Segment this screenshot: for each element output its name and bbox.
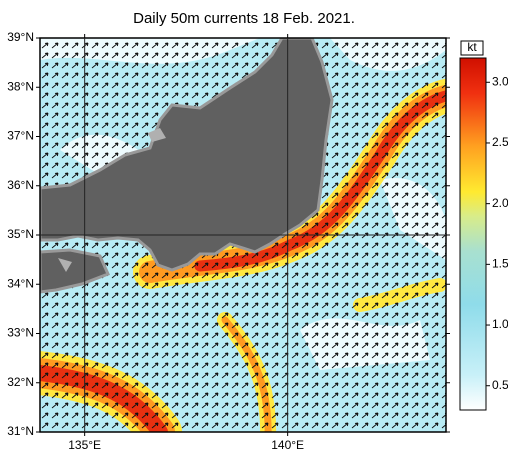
colorbar-tick-label: 1.0 (492, 317, 508, 331)
lat-tick-label: 36°N (7, 178, 34, 192)
map-body (40, 38, 446, 432)
colorbar-tick-label: 1.5 (492, 257, 508, 271)
map-title: Daily 50m currents 18 Feb. 2021. (133, 10, 355, 27)
lon-tick-label: 135°E (68, 438, 101, 452)
colorbar (459, 57, 487, 411)
colorbar-unit-box (460, 40, 484, 56)
land (40, 38, 334, 294)
colorbar-tick-label: 3.0 (492, 74, 508, 88)
lat-tick-label: 34°N (7, 276, 34, 290)
lat-tick-label: 33°N (7, 326, 34, 340)
lat-tick-label: 39°N (7, 30, 34, 44)
colorbar-unit: kt (467, 40, 477, 54)
lat-tick-label: 37°N (7, 129, 34, 143)
lat-tick-label: 32°N (7, 375, 34, 389)
colorbar-tick-label: 2.0 (492, 196, 508, 210)
colorbar-tick-label: 2.5 (492, 135, 508, 149)
lat-tick-label: 38°N (7, 79, 34, 93)
lat-tick-label: 31°N (7, 424, 34, 438)
lat-tick-label: 35°N (7, 227, 34, 241)
lon-tick-label: 140°E (271, 438, 304, 452)
colorbar-tick-label: 0.5 (492, 378, 508, 392)
